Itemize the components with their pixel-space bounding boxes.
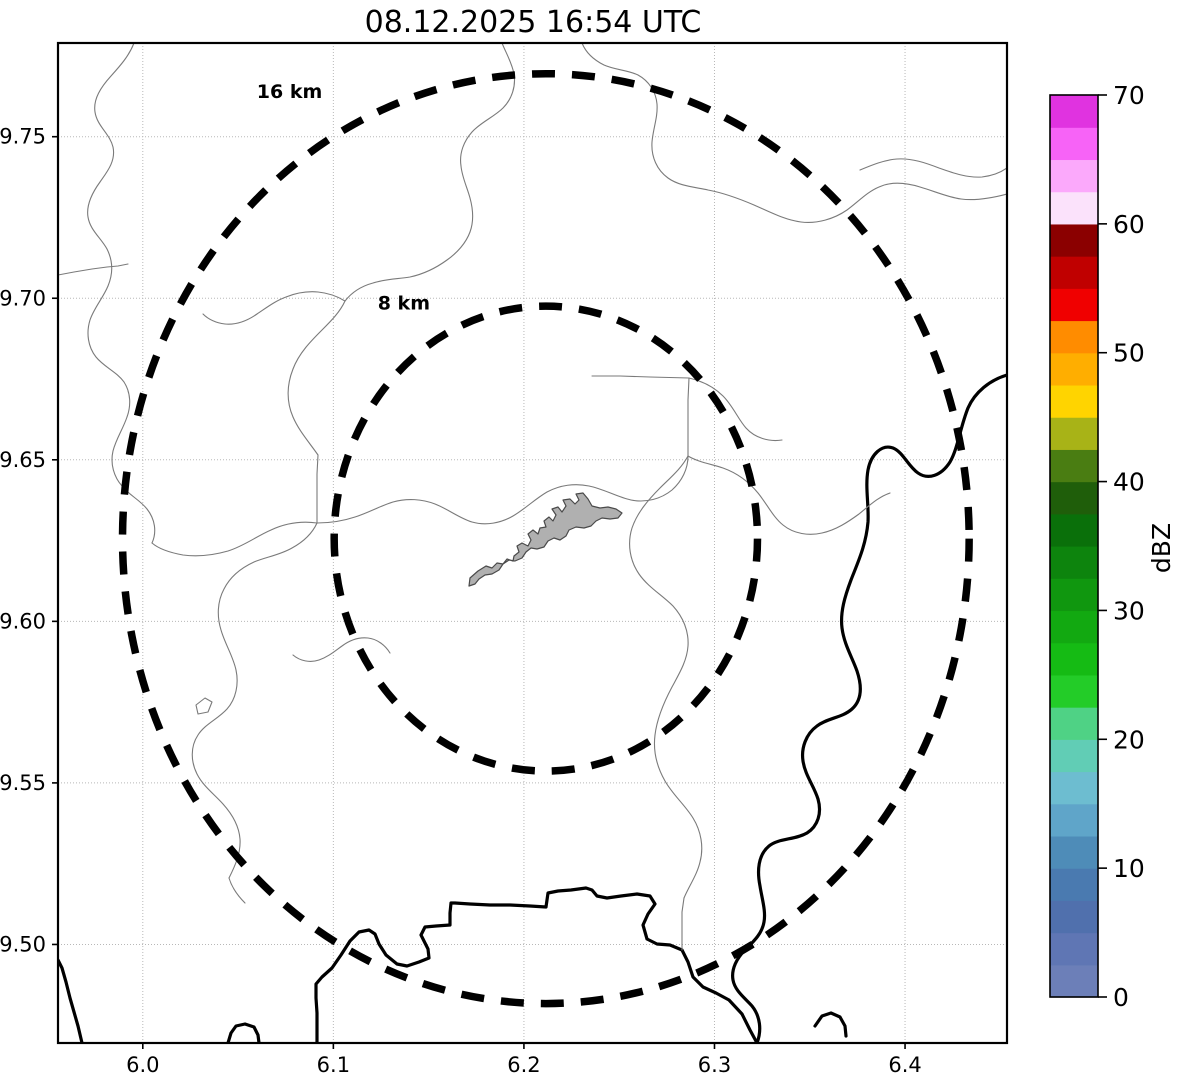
- colorbar-unit-label: dBZ: [1147, 523, 1176, 573]
- colorbar-swatch-19: [1050, 352, 1098, 386]
- y-tick-label-4: 49.70: [0, 286, 46, 310]
- x-tick-label-2: 6.2: [507, 1053, 540, 1077]
- colorbar-swatch-21: [1050, 288, 1098, 322]
- range-ring-label-8km: 8 km: [378, 293, 430, 315]
- colorbar-tick-label-5: 50: [1113, 339, 1145, 368]
- colorbar-swatch-22: [1050, 256, 1098, 289]
- y-tick-label-3: 49.65: [0, 448, 46, 472]
- colorbar-tick-label-4: 40: [1113, 468, 1145, 497]
- y-axis-ticks: 49.50 49.55 49.60 49.65 49.70 49.75: [0, 125, 58, 956]
- y-tick-label-1: 49.55: [0, 771, 46, 795]
- range-ring-16km: [118, 69, 973, 1008]
- colorbar-tick-label-3: 30: [1113, 596, 1145, 625]
- colorbar-swatch-12: [1050, 578, 1098, 612]
- colorbar-swatch-16: [1050, 449, 1098, 483]
- colorbar-swatch-25: [1050, 159, 1098, 193]
- colorbar-swatch-4: [1050, 835, 1098, 869]
- colorbar-swatch-11: [1050, 610, 1098, 644]
- colorbar-swatch-5: [1050, 803, 1098, 837]
- colorbar-swatch-17: [1050, 417, 1098, 450]
- colorbar-swatch-9: [1050, 674, 1098, 708]
- range-ring-label-16km: 16 km: [257, 81, 323, 103]
- colorbar-ticks: 0 10 20 30 40 50 60 70: [1098, 81, 1145, 1012]
- district-borders: [58, 43, 1007, 951]
- plot-frame: [56, 41, 1009, 1045]
- plot-title: 08.12.2025 16:54 UTC: [365, 5, 702, 40]
- colorbar-swatch-27: [1050, 95, 1098, 128]
- x-tick-label-1: 6.1: [317, 1053, 350, 1077]
- colorbar-tick-label-6: 60: [1113, 210, 1145, 239]
- colorbar-swatches: [1050, 95, 1098, 998]
- y-tick-label-2: 49.60: [0, 609, 46, 633]
- colorbar-outline: [1049, 94, 1099, 998]
- colorbar-swatch-20: [1050, 320, 1098, 354]
- y-tick-label-5: 49.75: [0, 125, 46, 149]
- colorbar-tick-label-1: 10: [1113, 854, 1145, 883]
- colorbar-swatch-23: [1050, 223, 1098, 257]
- range-ring-group: [118, 69, 973, 1008]
- x-tick-label-0: 6.0: [126, 1053, 159, 1077]
- x-tick-label-4: 6.4: [888, 1053, 921, 1077]
- colorbar-swatch-14: [1050, 513, 1098, 547]
- colorbar-swatch-10: [1050, 642, 1098, 676]
- colorbar[interactable]: 0 10 20 30 40 50 60 70 dBZ: [1049, 81, 1176, 1012]
- grid-lines: [58, 43, 1007, 1043]
- colorbar-swatch-1: [1050, 932, 1098, 966]
- colorbar-swatch-15: [1050, 481, 1098, 515]
- range-ring-8km: [330, 302, 762, 775]
- colorbar-swatch-24: [1050, 191, 1098, 225]
- x-tick-label-3: 6.3: [698, 1053, 731, 1077]
- range-ring-labels: 16 km 8 km: [257, 81, 430, 315]
- national-borders: [58, 373, 1007, 1043]
- colorbar-swatch-7: [1050, 739, 1098, 773]
- colorbar-tick-label-7: 70: [1113, 81, 1145, 110]
- city-polygon-luxembourg: [468, 492, 623, 587]
- colorbar-swatch-26: [1050, 127, 1098, 161]
- colorbar-tick-label-2: 20: [1113, 725, 1145, 754]
- x-axis-ticks: 6.0 6.1 6.2 6.3 6.4: [126, 1043, 922, 1077]
- colorbar-swatch-18: [1050, 384, 1098, 418]
- colorbar-swatch-8: [1050, 707, 1098, 740]
- colorbar-swatch-2: [1050, 900, 1098, 934]
- colorbar-swatch-13: [1050, 546, 1098, 579]
- colorbar-swatch-3: [1050, 868, 1098, 901]
- y-tick-label-0: 49.50: [0, 932, 46, 956]
- colorbar-swatch-6: [1050, 771, 1098, 805]
- colorbar-swatch-0: [1050, 964, 1098, 998]
- colorbar-tick-label-0: 0: [1113, 983, 1129, 1012]
